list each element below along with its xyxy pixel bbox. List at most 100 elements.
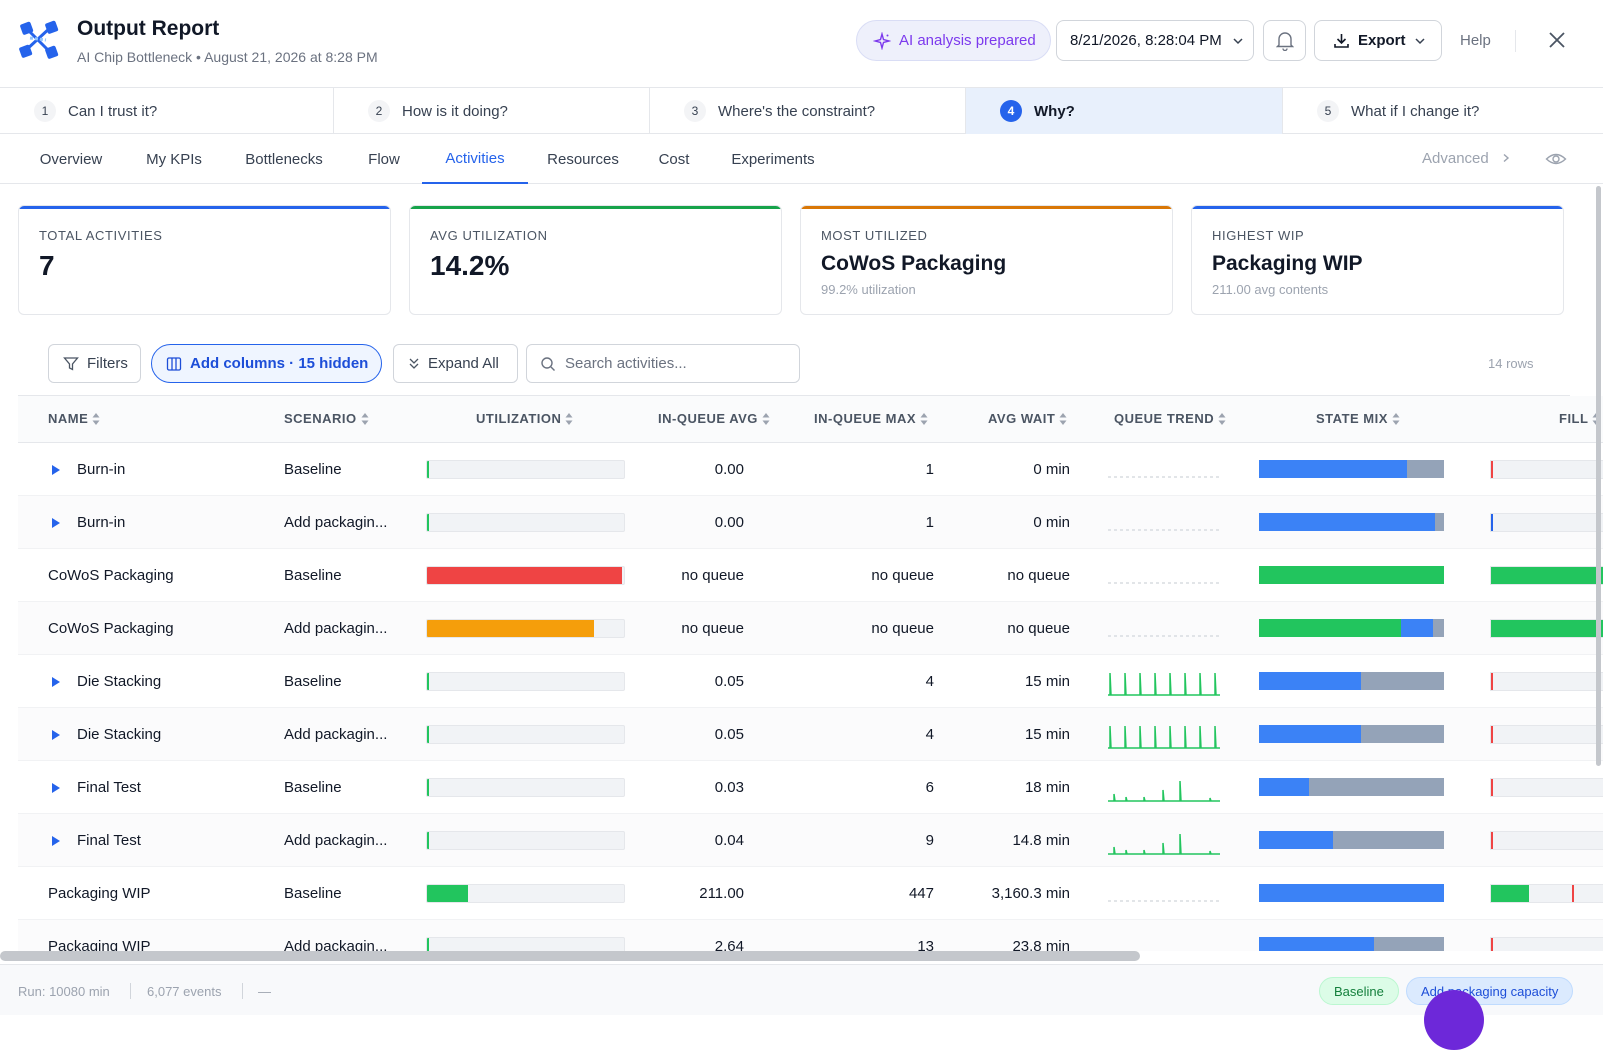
tab-my-kpis[interactable]: My KPIs (146, 150, 202, 168)
expand-row-icon[interactable] (51, 517, 61, 529)
column-header-utilization[interactable]: UTILIZATION (476, 411, 573, 426)
column-label: AVG WAIT (988, 411, 1056, 426)
kpi-highest-wip: HIGHEST WIP Packaging WIP 211.00 avg con… (1191, 205, 1564, 315)
columns-icon (166, 356, 182, 371)
state-segment (1259, 566, 1444, 584)
close-icon[interactable] (1545, 28, 1569, 52)
event-count: 6,077 events (147, 984, 222, 999)
fill-level (1491, 514, 1493, 531)
state-segment (1360, 725, 1444, 743)
horizontal-scrollbar[interactable] (0, 951, 1140, 961)
chevron-down-icon (1233, 37, 1243, 44)
fill-level (1491, 726, 1493, 743)
table-row[interactable]: Burn-in Add packagin... 0.00 1 0 min (18, 496, 1603, 549)
run-date-select[interactable]: 8/21/2026, 8:28:04 PM (1056, 20, 1254, 61)
step-wheres-the-constraint[interactable]: 3 Where's the constraint? (650, 88, 966, 134)
step-number: 5 (1317, 100, 1339, 122)
fill-bar (1490, 725, 1603, 744)
state-segment (1259, 884, 1444, 902)
tab-cost[interactable]: Cost (658, 150, 690, 168)
table-row[interactable]: CoWoS Packaging Add packagin... no queue no… (18, 602, 1603, 655)
table-row[interactable]: Packaging WIP Baseline 211.00 447 3,160.3 mi… (18, 867, 1603, 920)
expand-row-icon[interactable] (51, 835, 61, 847)
expand-all-button[interactable]: Expand All (393, 344, 518, 383)
expand-row-icon[interactable] (51, 729, 61, 741)
vertical-scrollbar[interactable] (1596, 186, 1601, 766)
table-row[interactable]: Die Stacking Add packagin... 0.05 4 15 min (18, 708, 1603, 761)
column-header-in-queue-avg[interactable]: IN-QUEUE AVG (658, 411, 770, 426)
tab-overview[interactable]: Overview (39, 150, 103, 168)
table-row[interactable]: Final Test Add packagin... 0.04 9 14.8 min (18, 814, 1603, 867)
table-row[interactable]: Final Test Baseline 0.03 6 18 min (18, 761, 1603, 814)
filters-button[interactable]: Filters (48, 344, 141, 383)
scenario-chip[interactable]: Add packaging capacity (1406, 977, 1574, 1005)
export-button[interactable]: Export (1314, 20, 1442, 61)
tab-activities[interactable]: Activities (422, 134, 528, 184)
column-header-state-mix[interactable]: STATE MIX (1316, 411, 1400, 426)
column-header-fill[interactable]: FILL (1559, 411, 1600, 426)
ai-analysis-button[interactable]: AI analysis prepared (856, 20, 1051, 61)
activity-search[interactable] (526, 344, 800, 383)
column-header-queue-trend[interactable]: QUEUE TREND (1114, 411, 1226, 426)
step-can-i-trust-it[interactable]: 1 Can I trust it? (0, 88, 334, 134)
cell-scenario: Add packagin... (284, 938, 388, 951)
step-what-if-i-change-it[interactable]: 5 What if I change it? (1283, 88, 1603, 134)
cell-in-queue-avg: 211.00 (699, 885, 744, 902)
tab-experiments[interactable]: Experiments (731, 150, 815, 168)
step-number: 4 (1000, 100, 1022, 122)
column-header-name[interactable]: NAME (48, 411, 100, 426)
search-input[interactable] (565, 355, 785, 372)
step-number: 1 (34, 100, 56, 122)
expand-row-icon[interactable] (51, 464, 61, 476)
utilization-bar (426, 566, 625, 585)
tab-resources[interactable]: Resources (547, 150, 619, 168)
utilization-bar (426, 619, 625, 638)
column-header-in-queue-max[interactable]: IN-QUEUE MAX (814, 411, 928, 426)
utilization-bar (426, 725, 625, 744)
column-header-avg-wait[interactable]: AVG WAIT (988, 411, 1067, 426)
column-label: IN-QUEUE AVG (658, 411, 758, 426)
state-segment (1360, 672, 1444, 690)
expand-row-icon[interactable] (51, 782, 61, 794)
advanced-toggle[interactable]: Advanced (1422, 150, 1511, 167)
column-label: NAME (48, 411, 89, 426)
utilization-fill (427, 673, 429, 690)
table-row[interactable]: Burn-in Baseline 0.00 1 0 min (18, 443, 1603, 496)
state-segment (1308, 778, 1444, 796)
step-why[interactable]: 4 Why? (966, 88, 1283, 134)
queue-trend-sparkline (1108, 635, 1220, 637)
ai-analysis-label: AI analysis prepared (899, 32, 1036, 49)
column-header-scenario[interactable]: SCENARIO (284, 411, 369, 426)
sort-icon (1392, 412, 1400, 425)
queue-trend-sparkline (1108, 672, 1220, 696)
tab-bottlenecks[interactable]: Bottlenecks (245, 150, 323, 168)
cell-in-queue-max: 6 (925, 779, 934, 796)
step-how-is-it-doing[interactable]: 2 How is it doing? (334, 88, 650, 134)
cell-name: Packaging WIP (48, 867, 151, 920)
add-columns-button[interactable]: Add columns · 15 hidden (151, 344, 382, 383)
table-row[interactable]: CoWoS Packaging Baseline no queue no queue n… (18, 549, 1603, 602)
utilization-fill (427, 567, 623, 584)
state-mix-bar (1259, 460, 1444, 478)
sort-icon (920, 412, 928, 425)
notifications-button[interactable] (1263, 20, 1306, 61)
assistant-fab[interactable] (1424, 990, 1484, 1050)
eye-icon[interactable] (1545, 149, 1567, 169)
activities-table: NAME SCENARIO UTILIZATION IN-QUEUE AVG I… (18, 396, 1603, 951)
header-divider (1515, 30, 1516, 52)
step-number: 3 (684, 100, 706, 122)
cell-name: Packaging WIP (48, 920, 151, 951)
table-row[interactable]: Die Stacking Baseline 0.05 4 15 min (18, 655, 1603, 708)
cell-avg-wait: 15 min (1024, 726, 1070, 743)
fill-level (1491, 461, 1493, 478)
cell-in-queue-avg: 0.04 (714, 832, 744, 849)
baseline-chip[interactable]: Baseline (1319, 977, 1399, 1005)
sort-icon (1218, 412, 1226, 425)
cell-in-queue-max: no queue (871, 567, 934, 584)
help-link[interactable]: Help (1460, 32, 1491, 49)
tab-flow[interactable]: Flow (368, 150, 400, 168)
footer-divider (130, 983, 131, 999)
table-row[interactable]: Packaging WIP Add packagin... 2.64 13 23.8 m… (18, 920, 1603, 951)
expand-row-icon[interactable] (51, 676, 61, 688)
cell-avg-wait: 18 min (1024, 779, 1070, 796)
